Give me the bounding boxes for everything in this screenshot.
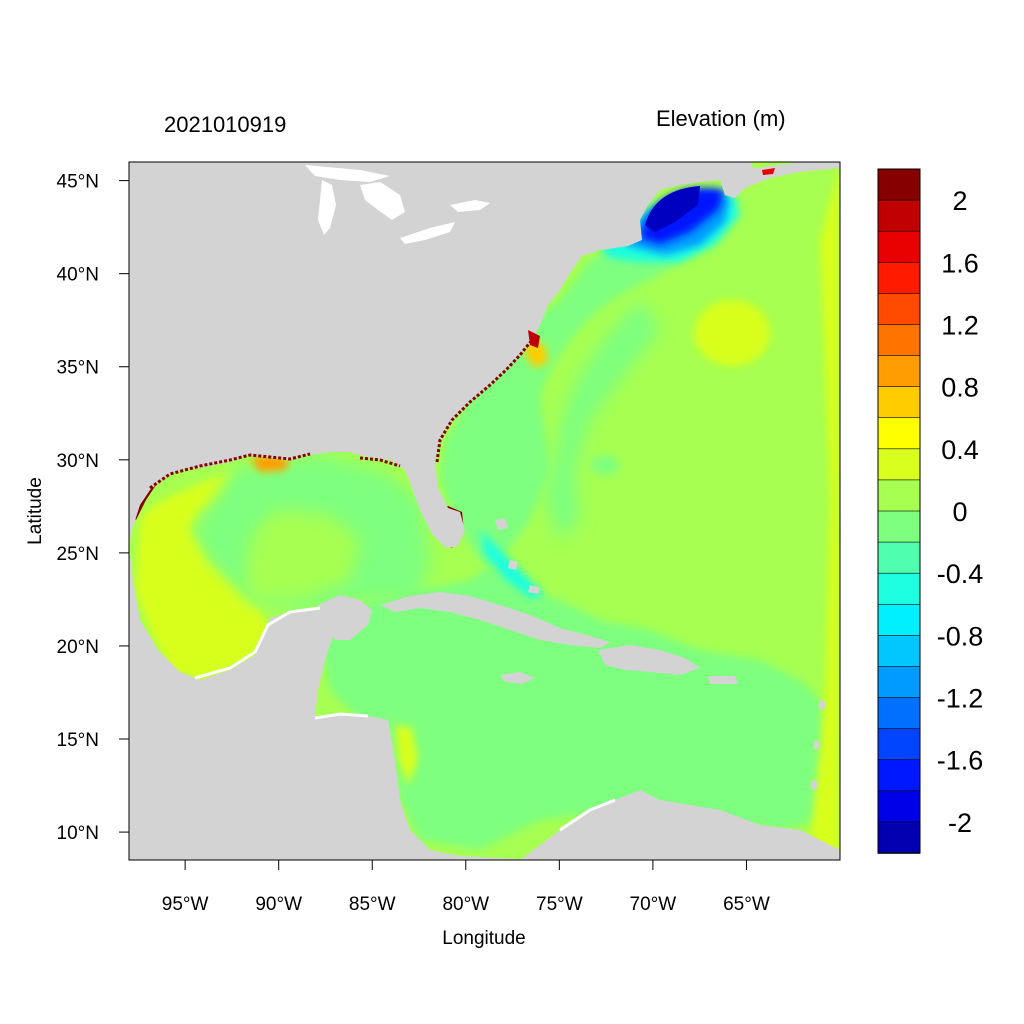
lat-tick-label: 30°N [57,451,99,472]
colorbar-swatch [877,728,921,761]
colorbar-label: 0.8 [941,373,979,403]
colorbar-frame [877,168,921,854]
colorbar-swatch [877,386,921,419]
colorbar-label: 0.4 [941,435,979,465]
colorbar-swatch [877,479,921,512]
colorbar-swatch [877,541,921,574]
colorbar-swatch [877,821,921,854]
lat-tick-label: 15°N [57,730,99,751]
bahamas-islands [495,518,540,594]
cuba-land [380,592,610,648]
lesser-antilles [810,700,826,790]
lon-tick-label: 85°W [349,894,396,915]
colorbar-swatch [877,324,921,357]
land-masses [129,162,840,860]
atlantic-small-low [591,455,619,475]
colorbar-swatch [877,199,921,232]
east-shelf-band [545,300,660,540]
colorbar-label: 2 [952,186,967,216]
lat-tick-label: 35°N [57,358,99,379]
colorbar-swatch [877,417,921,450]
x-axis-title: Longitude [442,928,525,949]
florida-west-fringe [359,456,401,468]
lon-tick-label: 65°W [723,894,770,915]
southeast-coast-fringe [435,339,534,463]
lat-tick-label: 20°N [57,637,99,658]
colorbar-label: -0.8 [937,621,984,651]
nova-scotia-land [720,162,840,198]
mexico-coast-rim [194,606,321,680]
south-america-coast-rim [559,798,616,832]
lon-tick-label: 90°W [255,894,302,915]
timestamp-title: 2021010919 [164,112,287,137]
colorbar-swatch [877,635,921,668]
lon-tick-label: 75°W [536,894,583,915]
north-america-land [129,162,755,548]
puerto-rico-land [708,676,738,684]
colorbar-label: 1.2 [941,310,979,340]
colorbar-swatch [877,230,921,264]
gulf-coast-fringe [149,452,311,490]
latitude-axis: 45°N 40°N 35°N 30°N 25°N 20°N 15°N 10°N [57,172,129,844]
lake-erie [400,222,455,244]
colorbar-swatch [877,697,921,730]
colorbar-label: -1.6 [937,746,984,776]
coastal-surge-fringe [149,339,534,490]
colorbar-label: -1.2 [937,684,984,714]
chesapeake-surge [528,330,540,348]
yucatan-land [318,595,372,640]
colorbar-label: 0 [952,497,967,527]
lat-tick-label: 25°N [57,544,99,565]
lat-tick-label: 40°N [57,265,99,286]
central-america-coast-rim [314,712,369,720]
variable-title: Elevation (m) [656,106,786,131]
atlantic-positive-anomaly [694,300,770,366]
colorbar-swatch [877,448,921,481]
colorbar-swatch [877,261,921,295]
colorbar-swatch [877,790,921,823]
gulf-west-blob [246,510,360,600]
lat-tick-label: 45°N [57,172,99,193]
colorbar-swatch [877,168,921,201]
colorbar-swatch [877,603,921,637]
great-lakes [305,165,490,244]
colorbar-label: -0.4 [937,559,984,589]
elevation-colorbar: 2 1.6 1.2 0.8 0.4 0 -0.4 -0.8 -1.2 -1.6 -2 [877,168,984,854]
lake-superior [305,165,390,182]
longitude-axis: 95°W 90°W 85°W 80°W 75°W 70°W 65°W [162,860,770,915]
colorbar-label: 1.6 [941,248,979,278]
colorbar-swatch [877,355,921,388]
map-plot-area [129,162,840,860]
lake-ontario [450,200,490,212]
colorbar-swatch [877,293,921,326]
carolina-surge [525,340,548,368]
lat-tick-label: 10°N [57,823,99,844]
colorbar-label: -2 [948,808,972,838]
gulf-of-maine-deep [645,186,700,232]
lake-huron [360,182,405,220]
colorbar-swatch [877,510,921,543]
y-axis-title: Latitude [25,477,46,545]
mexico-land [129,545,540,860]
hispaniola-land [598,645,700,675]
colorbar-swatch [877,572,921,606]
honduras-positive [395,725,418,785]
lon-tick-label: 70°W [630,894,677,915]
lake-michigan [318,180,336,235]
east-margin-positive [810,162,840,860]
shelf-water-near-zero [320,240,830,850]
jamaica-land [500,672,535,684]
maine-coast-positive [762,168,775,175]
coastal-white-rim [194,606,616,832]
gulf-of-mexico-positive [135,470,270,680]
map-frame [128,161,841,861]
colorbar-swatch [877,666,921,699]
lon-tick-label: 80°W [442,894,489,915]
colorbar-swatch [877,759,921,792]
lon-tick-label: 95°W [162,894,209,915]
